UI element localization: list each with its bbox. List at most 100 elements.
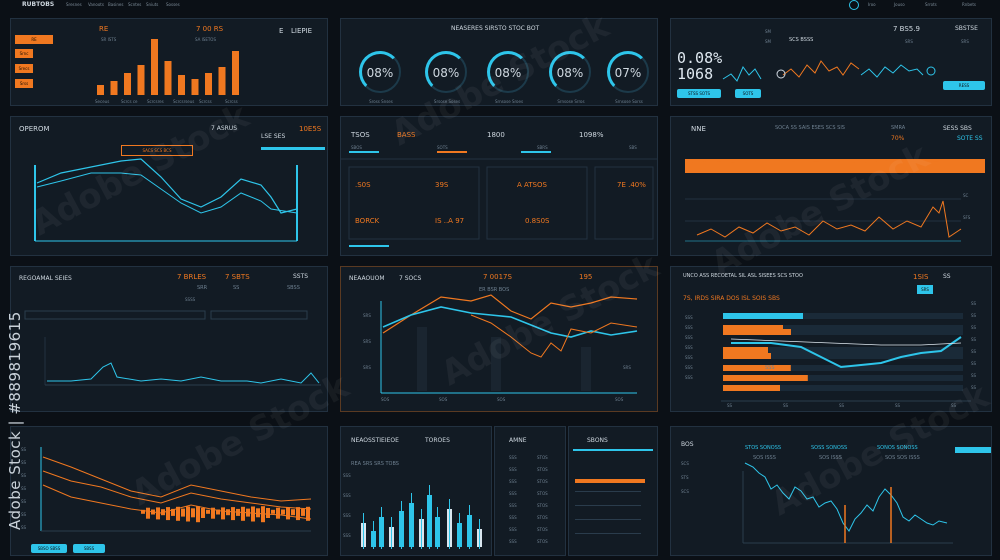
y-label: SSS — [343, 533, 351, 538]
top-right-item[interactable]: Iroo — [868, 2, 876, 7]
bar — [723, 353, 771, 359]
gauge: 07% Srnsose Sorss — [607, 51, 649, 104]
range-chip[interactable]: SACS SCS BCS — [121, 145, 193, 156]
panel-candlestick: NEAOSSTIEIEOE TOROES REA SRS SRS TOBS SS… — [340, 426, 492, 556]
y-label: SS — [971, 349, 977, 354]
panel-title: NEASERES SIRSTO STOC BOT — [451, 25, 540, 32]
stat-value: 10E5S — [299, 125, 322, 133]
x-label: SOS — [439, 397, 448, 402]
legend-sub: SOS ISSS — [753, 455, 776, 461]
legend-item[interactable]: SONOS SONOSS — [877, 445, 918, 451]
col-sub: SBS — [629, 145, 637, 150]
bar — [166, 507, 170, 521]
y-label: SC — [963, 193, 969, 198]
panel-volatile-line: BOS SCS STS SCS STOS SONOSS SOSS SONOSS … — [670, 426, 992, 556]
stat-value: .S0S — [355, 181, 371, 189]
tick-label: SSSS — [185, 297, 196, 302]
action-button[interactable]: RESS — [943, 81, 985, 90]
panel-stat: SOCA SS SAIS ESES SCS SIS — [775, 125, 845, 131]
bar — [181, 508, 185, 517]
bar — [206, 509, 210, 514]
action-button[interactable]: SBSO SBSS — [31, 544, 67, 553]
top-right-item[interactable]: Srrots — [925, 2, 937, 7]
row-label: SSS — [685, 375, 693, 380]
bar-track — [723, 353, 963, 359]
stat-value: BORCK — [355, 217, 380, 225]
candle-wick — [437, 507, 438, 549]
tag[interactable]: RE — [15, 35, 53, 44]
stat-pct: 195 — [579, 273, 593, 281]
stat-value: 7 BRLES — [177, 273, 207, 281]
col-header: 1098% — [579, 131, 604, 139]
y-label: SS — [971, 337, 977, 342]
stat-value: 7 SOCS — [399, 275, 422, 282]
action-button[interactable]: SOTS — [735, 89, 761, 98]
trend-chart — [684, 159, 986, 242]
list-label: STS — [681, 475, 689, 480]
top-menu-item[interactable]: Scntes — [128, 2, 142, 7]
stat-label: SA ISETOS — [195, 37, 216, 42]
app-title: RUBTOBS — [22, 1, 55, 8]
tag[interactable]: Srnc — [15, 49, 33, 58]
legend-item[interactable]: STOS SONOSS — [745, 445, 782, 451]
bar — [261, 506, 265, 523]
y-label: SS — [21, 525, 27, 530]
list-label: SSS — [509, 479, 517, 484]
top-menu-item[interactable]: Sresnes — [66, 2, 82, 7]
line-chart — [34, 147, 325, 242]
stat-value: 1SIS — [913, 273, 929, 281]
settings-icon[interactable] — [849, 0, 859, 10]
y-label: SS — [21, 447, 27, 452]
bar-list — [573, 449, 653, 534]
action-button[interactable]: STSS SOTS — [677, 89, 721, 98]
kpi-value: 0.08% — [677, 49, 723, 67]
bar — [723, 347, 768, 353]
tag[interactable]: Srecs — [15, 64, 33, 73]
top-right-item[interactable]: Jouso — [894, 2, 905, 7]
bar-track — [723, 365, 963, 371]
stat-right: E — [279, 27, 284, 35]
gauge: 08% Srsose Soses — [425, 51, 467, 104]
tag[interactable]: SRS — [917, 285, 933, 294]
area-line-chart — [24, 310, 321, 386]
x-label: SOS — [381, 397, 390, 402]
list-label: SSS — [509, 455, 517, 460]
list-label: SSS — [509, 515, 517, 520]
stat-label: SRS — [905, 39, 913, 44]
top-menu-item[interactable]: Sniuts — [146, 2, 159, 7]
y-label: SS — [971, 301, 977, 306]
top-menu-item[interactable]: Basines — [108, 2, 124, 7]
panel-title: RE — [99, 25, 109, 33]
bar-track — [723, 375, 963, 381]
top-right-item[interactable]: Rnbets — [962, 2, 976, 7]
y-label: SS — [21, 512, 27, 517]
bar — [176, 506, 180, 521]
x-tick-label: Scrcsres — [147, 99, 164, 104]
bar-chart: Seceus Scrcs ce Scrcsres Scrcsrseus Scrcss Sc… — [95, 39, 239, 104]
panel-title: NEAOSSTIEIEOE — [351, 437, 399, 444]
stat-value: 7 0017S — [483, 273, 512, 281]
sparkline — [722, 60, 936, 82]
stat-label: SRS — [961, 39, 969, 44]
bar — [211, 507, 215, 519]
x-label: SS — [951, 403, 957, 408]
top-menu-item[interactable]: Vanoots — [88, 2, 104, 7]
bar — [205, 73, 212, 95]
bar-track — [723, 313, 963, 319]
top-menu-item[interactable]: Sosses — [166, 2, 180, 7]
watermark-id: Adobe Stock | #889819615 — [6, 311, 24, 530]
col-sub: SOTS — [437, 145, 448, 150]
x-label: SOS — [615, 397, 624, 402]
gauge: 08% Sross Snses — [359, 51, 401, 104]
stat-value: SS — [943, 273, 951, 280]
action-button[interactable]: SBSS — [73, 544, 105, 553]
panel-bar-list: SBONS — [568, 426, 658, 556]
legend-item[interactable]: SOSS SONOSS — [811, 445, 848, 451]
panel-title: AMNE — [509, 437, 527, 444]
stat-value: 7 00 RS — [196, 25, 224, 33]
tag[interactable]: Srss — [15, 79, 33, 88]
col-header: BASS — [397, 131, 416, 139]
panel-stat: SESS SBS — [943, 125, 972, 132]
panel-title: NEAAOUOM — [349, 275, 385, 282]
bar — [276, 507, 280, 519]
